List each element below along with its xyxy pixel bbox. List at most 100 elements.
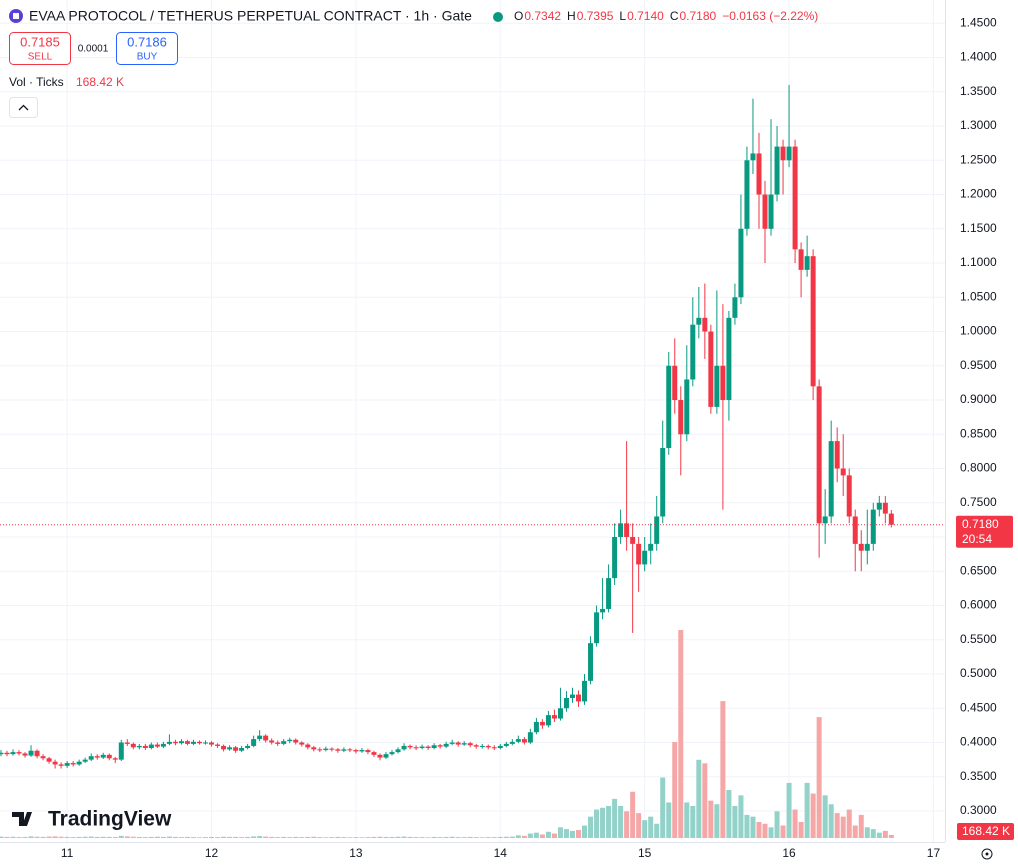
candle-body (539, 721, 545, 726)
candle-body (395, 749, 401, 753)
candle-body (118, 742, 124, 760)
volume-bar (329, 837, 335, 838)
volume-bar (401, 836, 407, 838)
candle-body (28, 750, 34, 756)
volume-bar (612, 798, 618, 838)
candle-body (503, 743, 509, 746)
sell-button[interactable] (9, 32, 71, 65)
candle-body (160, 743, 166, 747)
volume-bar (485, 837, 491, 838)
candle-body (563, 697, 569, 709)
candle-body (221, 745, 227, 750)
volume-bar (203, 837, 209, 838)
candle-body (251, 739, 257, 746)
candle-body (545, 715, 551, 726)
volume-legend[interactable]: Vol · Ticks (9, 75, 64, 89)
volume-bar (154, 836, 160, 838)
y-tick-label: 0.4500 (960, 700, 997, 714)
volume-bar (227, 836, 233, 838)
y-tick-label: 0.9000 (960, 392, 997, 406)
candle-body (82, 759, 88, 762)
volume-bar (287, 837, 293, 838)
ohlc-key: C (670, 9, 679, 23)
volume-bar (365, 837, 371, 838)
candle-body (816, 386, 822, 524)
candle-body (630, 537, 636, 544)
candle-body (672, 365, 678, 401)
candle-body (443, 743, 449, 747)
candle-body (413, 747, 419, 749)
candle-body (100, 754, 106, 758)
settings-icon[interactable] (981, 848, 993, 860)
candle-body (882, 502, 888, 514)
candle-body (233, 747, 239, 751)
x-tick-label: 11 (61, 846, 74, 860)
collapse-button[interactable] (9, 97, 38, 118)
volume-bar (870, 829, 876, 838)
y-tick-label: 1.4500 (960, 15, 997, 29)
volume-bar (160, 836, 166, 838)
candle-body (359, 750, 365, 752)
volume-bar (215, 837, 221, 838)
x-tick-label: 13 (349, 846, 363, 860)
volume-bar (437, 837, 443, 838)
volume-bar (834, 813, 840, 838)
volume-bar (618, 806, 624, 838)
grid (0, 0, 945, 842)
candle-body (618, 523, 624, 538)
volume-bar (503, 836, 509, 838)
volume-bar (341, 837, 347, 838)
symbol-title[interactable]: EVAA PROTOCOL / TETHERUS PERPETUAL CONTR… (29, 8, 472, 24)
candle-body (425, 746, 431, 748)
volume-bar (576, 830, 582, 838)
candle-body (142, 745, 148, 748)
candle-body (209, 742, 215, 745)
candle-body (726, 317, 732, 401)
countdown: 20:54 (962, 532, 992, 546)
candle-body (840, 468, 846, 476)
volume-bar (461, 837, 467, 838)
volume-bar (708, 800, 714, 838)
volume-bar (257, 836, 263, 838)
volume-bar (76, 836, 82, 838)
volume-bar (263, 836, 269, 838)
volume-bar (515, 835, 521, 838)
candle-body (323, 748, 329, 751)
volume-bar (184, 836, 190, 838)
volume-bar (557, 827, 563, 838)
volume-bar (64, 836, 70, 838)
candle-body (190, 741, 196, 744)
candle-body (46, 758, 52, 762)
candle-body (299, 742, 305, 745)
buy-label: BUY (137, 52, 158, 63)
candle-body (305, 744, 311, 748)
candle-body (828, 441, 834, 517)
candle-body (786, 146, 792, 161)
volume-bar (840, 816, 846, 838)
volume-bar (40, 836, 46, 838)
volume-bar (780, 825, 786, 838)
volume-bar (58, 836, 64, 838)
volume-bar (648, 816, 654, 838)
volume-bar (245, 836, 251, 838)
candle-body (588, 643, 594, 681)
candle-body (684, 379, 690, 435)
volume-bar (371, 836, 377, 838)
candle-body (365, 750, 371, 753)
volume-bar (305, 836, 311, 838)
volume-bar (449, 836, 455, 838)
volume-bar (52, 836, 58, 838)
volume-bar (209, 836, 215, 838)
y-tick-label: 0.7500 (960, 495, 997, 509)
volume-bar (624, 811, 630, 838)
volume-bar (720, 701, 726, 838)
candle-body (227, 747, 233, 750)
volume-bar (323, 837, 329, 838)
candle-body (678, 400, 684, 435)
buy-button[interactable] (116, 32, 178, 65)
candle-body (239, 747, 245, 751)
candle-body (34, 750, 40, 757)
candle-body (521, 739, 527, 743)
candle-body (154, 744, 160, 747)
candle-body (479, 745, 485, 747)
